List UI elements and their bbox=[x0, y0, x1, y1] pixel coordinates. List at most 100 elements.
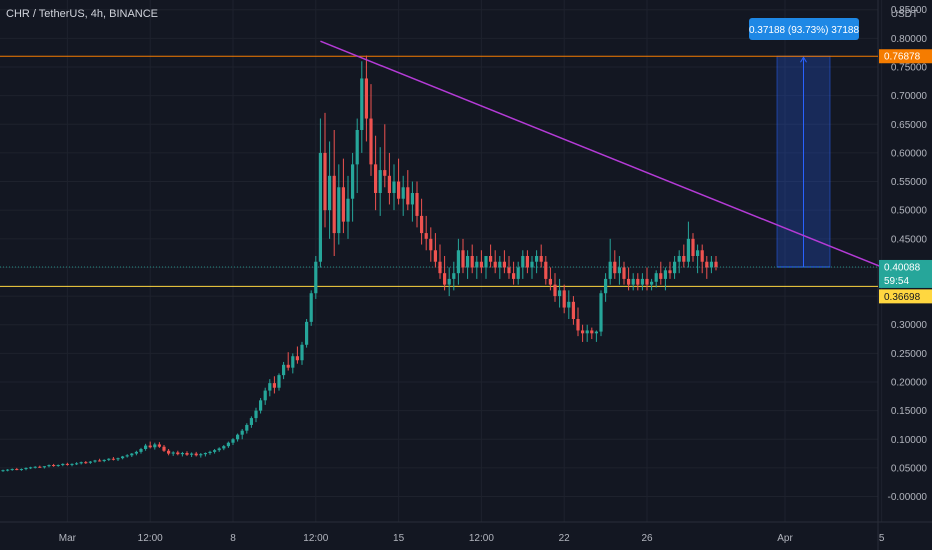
y-tick-label: 0.25000 bbox=[891, 349, 928, 360]
candle-body bbox=[38, 466, 42, 468]
candle-body bbox=[604, 278, 608, 294]
candle-body bbox=[194, 453, 198, 456]
y-tick-label: 0.85000 bbox=[891, 5, 928, 16]
candle-body bbox=[525, 256, 529, 268]
candle-body bbox=[19, 469, 23, 471]
candle-body bbox=[144, 445, 148, 450]
candle-body bbox=[489, 256, 493, 262]
candle-body bbox=[52, 465, 56, 467]
candle-body bbox=[125, 455, 129, 457]
candle-body bbox=[631, 278, 635, 285]
support-price-tag: 0.36698 bbox=[884, 292, 921, 303]
candle-body bbox=[75, 463, 79, 465]
candle-body bbox=[355, 130, 359, 165]
candle-body bbox=[535, 256, 539, 262]
candle-body bbox=[709, 261, 713, 268]
candle-body bbox=[222, 446, 226, 449]
candle-body bbox=[677, 256, 681, 262]
candle-body bbox=[456, 250, 460, 274]
candle-body bbox=[213, 450, 217, 452]
candle-body bbox=[314, 261, 318, 294]
candle-body bbox=[622, 267, 626, 279]
candle-body bbox=[24, 467, 28, 470]
x-tick-label: 8 bbox=[230, 533, 236, 544]
candle-body bbox=[654, 273, 658, 282]
candle-body bbox=[130, 453, 134, 456]
resistance-price-tag-background bbox=[879, 49, 932, 64]
current-price-tag-background bbox=[879, 259, 932, 288]
candle-body bbox=[420, 215, 424, 234]
chart-title: CHR / TetherUS, 4h, BINANCE bbox=[6, 8, 159, 20]
candle-body bbox=[226, 442, 230, 447]
candle-body bbox=[295, 356, 299, 361]
candle-body bbox=[300, 344, 304, 361]
y-tick-label: 0.50000 bbox=[891, 206, 928, 217]
candle-body bbox=[374, 164, 378, 193]
candle-body bbox=[691, 238, 695, 256]
x-tick-label: Apr bbox=[777, 533, 793, 544]
candle-body bbox=[217, 448, 221, 451]
candle-body bbox=[401, 187, 405, 199]
support-price-tag-background bbox=[879, 289, 932, 304]
x-tick-label: 12:00 bbox=[138, 533, 163, 544]
candle-body bbox=[493, 261, 497, 268]
candle-body bbox=[599, 293, 603, 332]
candle-body bbox=[627, 278, 631, 285]
candle-body bbox=[466, 256, 470, 268]
candle-body bbox=[134, 451, 138, 454]
price-unit-label: USDT bbox=[890, 9, 918, 20]
candle-body bbox=[571, 301, 575, 319]
candle-body bbox=[309, 293, 313, 322]
candle-body bbox=[93, 460, 97, 462]
candle-body bbox=[328, 175, 332, 211]
candle-body bbox=[286, 364, 290, 368]
candle-body bbox=[249, 418, 253, 425]
y-tick-label: 0.15000 bbox=[891, 406, 928, 417]
resistance-price-tag: 0.76878 bbox=[884, 52, 921, 63]
candle-body bbox=[148, 445, 152, 448]
candle-body bbox=[107, 458, 111, 460]
x-tick-label: Mar bbox=[59, 533, 77, 544]
candle-body bbox=[521, 256, 525, 268]
candle-body bbox=[33, 466, 37, 468]
measure-label: 0.37188 (93.73%) 37188 bbox=[749, 18, 859, 40]
y-tick-label: 0.45000 bbox=[891, 234, 928, 245]
candle-body bbox=[337, 187, 341, 234]
candle-body bbox=[47, 465, 51, 467]
candle-body bbox=[167, 450, 171, 454]
candle-body bbox=[392, 181, 396, 193]
candle-body bbox=[341, 187, 345, 222]
candle-body bbox=[562, 290, 566, 308]
candle-body bbox=[585, 330, 589, 334]
candle-body bbox=[323, 152, 327, 211]
candle-body bbox=[548, 278, 552, 285]
candle-body bbox=[498, 261, 502, 268]
trendline[interactable] bbox=[320, 40, 919, 283]
y-tick-label: 0.30000 bbox=[891, 320, 928, 331]
candle-body bbox=[254, 410, 258, 419]
candle-body bbox=[364, 78, 368, 119]
y-tick-label: 0.80000 bbox=[891, 34, 928, 45]
candle-body bbox=[668, 270, 672, 274]
candle-body bbox=[84, 462, 88, 464]
candle-body bbox=[240, 430, 244, 435]
candle-body bbox=[636, 278, 640, 285]
candle-body bbox=[15, 469, 19, 471]
candle-body bbox=[79, 462, 83, 464]
candle-body bbox=[594, 331, 598, 334]
x-tick-label: 12:00 bbox=[303, 533, 328, 544]
candle-body bbox=[700, 250, 704, 262]
candle-body bbox=[318, 152, 322, 262]
candle-body bbox=[696, 250, 700, 256]
candle-countdown: 59:54 bbox=[884, 276, 909, 287]
candle-body bbox=[613, 261, 617, 274]
candle-body bbox=[263, 390, 267, 401]
candle-body bbox=[558, 290, 562, 297]
candle-body bbox=[553, 284, 557, 297]
candle-body bbox=[479, 261, 483, 268]
candle-body bbox=[272, 383, 276, 388]
y-tick-label: 0.65000 bbox=[891, 120, 928, 131]
candle-body bbox=[153, 444, 157, 448]
candle-body bbox=[6, 469, 10, 471]
